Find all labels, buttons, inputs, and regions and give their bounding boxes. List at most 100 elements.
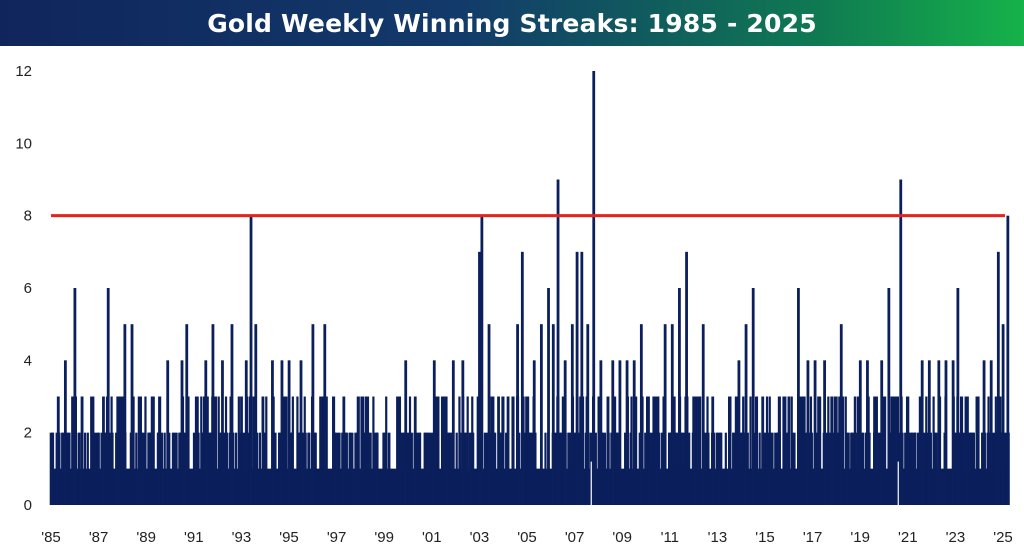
streak-peak-bar <box>944 360 948 505</box>
streak-bar <box>829 432 832 505</box>
streak-bar <box>616 432 619 505</box>
x-tick-label: '11 <box>661 529 679 546</box>
streak-peak-bar <box>539 324 543 505</box>
streak-peak-bar <box>90 396 93 505</box>
streak-peak-bar <box>975 396 979 505</box>
streak-bar <box>523 432 526 505</box>
streak-bar <box>135 432 138 505</box>
streak-bar <box>321 396 324 505</box>
streak-bar <box>765 396 769 505</box>
x-tick-label: '05 <box>517 529 537 546</box>
streak-peak-bar <box>194 396 198 505</box>
streak-bar <box>55 432 58 505</box>
streak-bar <box>559 432 563 505</box>
streak-peak-bar <box>244 360 248 505</box>
streak-bar <box>817 396 820 505</box>
streak-bar <box>238 432 241 505</box>
streak-bar <box>430 432 434 505</box>
streak-peak-bar <box>692 396 696 505</box>
streak-bar <box>97 432 100 505</box>
streak-bar <box>660 432 663 505</box>
streak-bar <box>688 432 691 505</box>
streak-bar <box>68 432 71 505</box>
streak-bar <box>416 432 419 505</box>
streak-peak-bar <box>678 288 681 505</box>
streak-bar <box>464 432 467 505</box>
streak-bar <box>132 396 135 505</box>
streak-bar <box>308 432 311 505</box>
streak-bar <box>163 432 166 505</box>
streak-peak-bar <box>647 396 650 505</box>
streak-bar <box>699 396 702 505</box>
streak-peak-bar <box>618 360 622 505</box>
streak-bar <box>472 432 475 505</box>
streak-peak-bar <box>728 396 731 505</box>
streak-bar <box>589 432 592 505</box>
streak-bar <box>877 432 880 505</box>
streak-peak-bar <box>551 324 555 505</box>
streak-bar <box>962 432 965 505</box>
streak-peak-bar <box>599 360 603 505</box>
streak-peak-bar <box>425 432 429 505</box>
zero-gap <box>897 461 899 505</box>
streak-bar <box>206 396 209 505</box>
streak-bar <box>485 432 489 505</box>
streak-peak-bar <box>204 360 208 505</box>
streak-peak-bar <box>468 432 472 505</box>
streak-bar <box>960 396 964 505</box>
streak-bar <box>72 396 75 505</box>
streak-bar <box>650 432 653 505</box>
streak-bar <box>406 432 409 505</box>
streak-peak-bar <box>249 215 253 505</box>
streak-peak-bar <box>137 396 141 505</box>
streak-peak-bar <box>761 396 765 505</box>
streak-bar <box>345 432 348 505</box>
streak-peak-bar <box>332 432 336 505</box>
streak-bar <box>988 432 991 505</box>
streak-peak-bar <box>480 215 484 505</box>
streak-bar <box>854 432 857 505</box>
x-tick-label: '97 <box>327 529 347 546</box>
y-tick-label: 2 <box>24 425 32 442</box>
streak-peak-bar <box>375 432 379 505</box>
streak-peak-bar <box>847 432 850 505</box>
streak-bar <box>1004 432 1008 505</box>
x-tick-label: '13 <box>708 529 728 546</box>
streak-bar <box>274 432 277 505</box>
streak-peak-bar <box>989 360 993 505</box>
streak-peak-bar <box>354 432 358 505</box>
streak-bar <box>793 432 796 505</box>
streak-bar <box>884 396 887 505</box>
streak-bar <box>336 432 339 505</box>
x-tick-label: '07 <box>565 529 585 546</box>
streak-peak-bar <box>813 360 817 505</box>
streak-peak-bar <box>487 324 491 505</box>
streak-peak-bar <box>230 324 234 505</box>
streak-bar <box>100 432 103 505</box>
x-tick-label: '09 <box>612 529 632 546</box>
streak-bar <box>904 432 907 505</box>
streak-bar <box>505 432 508 505</box>
streak-peak-bar <box>123 324 127 505</box>
streak-bar <box>893 396 896 505</box>
streak-peak-bar <box>342 396 346 505</box>
streak-peak-bar <box>663 324 667 505</box>
streak-peak-bar <box>839 324 843 505</box>
x-tick-label: '91 <box>184 529 204 546</box>
streak-bar <box>483 432 487 505</box>
streak-bar <box>644 432 647 505</box>
streak-peak-bar <box>858 360 862 505</box>
streak-bar <box>635 396 638 505</box>
streak-bar <box>304 432 307 505</box>
x-tick-label: '87 <box>89 529 109 546</box>
y-tick-label: 0 <box>24 497 32 514</box>
streak-peak-bar <box>130 324 134 505</box>
streak-peak-bar <box>685 251 688 505</box>
streak-peak-bar <box>768 432 772 505</box>
streak-bar <box>429 432 432 505</box>
streak-bar <box>314 432 317 505</box>
streak-bar <box>373 432 376 505</box>
streak-bar <box>141 432 144 505</box>
streak-bar <box>242 432 245 505</box>
streak-bar <box>399 432 402 505</box>
